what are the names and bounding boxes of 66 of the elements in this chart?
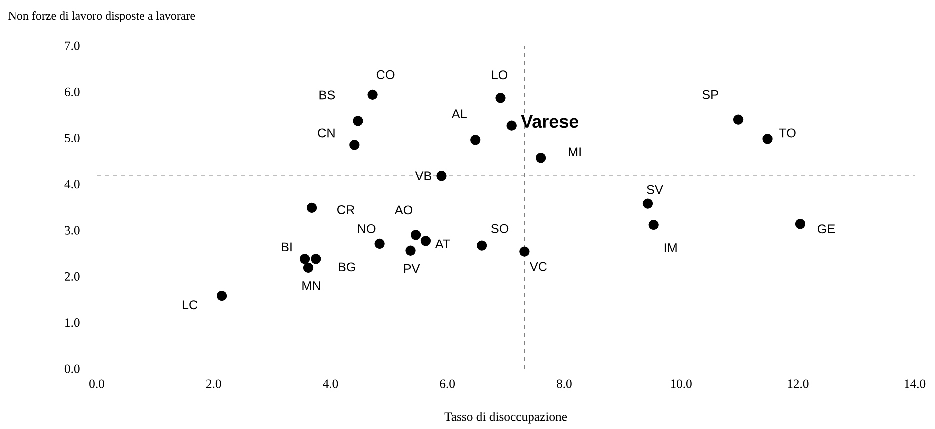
- point: [303, 262, 314, 274]
- x-tick-label: 0.0: [90, 380, 104, 388]
- annotation: VC: [530, 262, 548, 272]
- y-tick-label: 7.0: [65, 42, 80, 50]
- point: [306, 202, 318, 214]
- annotation: MN: [302, 282, 320, 290]
- point: [762, 134, 773, 144]
- annotation: LC: [182, 300, 198, 310]
- x-tick-label: 4.0: [323, 380, 338, 388]
- annotation: IM: [664, 244, 677, 252]
- point: [368, 90, 378, 100]
- annotation: AO: [394, 206, 413, 215]
- point: [476, 240, 488, 251]
- x-tick-label: 12.0: [788, 380, 809, 388]
- annotation: BS: [320, 90, 336, 100]
- point: [496, 93, 506, 104]
- point: [506, 120, 517, 131]
- point: [311, 254, 322, 264]
- point: [795, 219, 806, 230]
- x-tick-label: 14.0: [905, 380, 926, 388]
- annotation: CR: [338, 205, 355, 214]
- y-tick-label: 1.0: [66, 318, 80, 328]
- point: [642, 198, 654, 209]
- annotation: MI: [569, 148, 581, 156]
- point: [520, 246, 530, 257]
- annotation: NO: [358, 224, 376, 234]
- annotation: SV: [647, 185, 664, 194]
- y-tick-label: 4.0: [64, 180, 80, 189]
- point: [350, 140, 360, 150]
- point: [420, 236, 432, 246]
- x-tick-label: 10.0: [671, 380, 692, 388]
- point: [216, 291, 228, 302]
- y-axis-title: Non forze di lavoro disposte a lavorare: [8, 11, 196, 22]
- annotation: BG: [339, 262, 356, 272]
- annotation: SO: [491, 224, 509, 234]
- x-tick-label: 6.0: [440, 380, 456, 388]
- point: [470, 135, 481, 146]
- point: [353, 116, 364, 126]
- annotation: TO: [779, 128, 796, 138]
- x-tick-label: 8.0: [557, 380, 572, 388]
- annotation: AL: [452, 110, 467, 118]
- point: [536, 153, 546, 164]
- y-tick-label: 6.0: [65, 88, 80, 96]
- x-axis-title: Tasso di disoccupazione: [444, 412, 568, 424]
- annotation: CN: [318, 128, 335, 138]
- point: [374, 238, 385, 250]
- annotation: PV: [404, 264, 420, 274]
- point: [300, 254, 310, 264]
- y-tick-label: 2.0: [65, 272, 80, 282]
- annotation: Varese: [521, 116, 579, 128]
- annotation: CO: [376, 70, 395, 80]
- point: [436, 171, 447, 182]
- point: [406, 246, 416, 256]
- annotation: LO: [492, 70, 508, 80]
- y-tick-label: 0.0: [64, 364, 80, 374]
- annotation: SP: [702, 90, 718, 100]
- point: [733, 114, 744, 125]
- point: [648, 220, 659, 230]
- x-tick-label: 2.0: [206, 380, 222, 388]
- annotation: VB: [415, 172, 432, 180]
- y-tick-label: 5.0: [65, 134, 80, 143]
- annotation: GE: [818, 224, 836, 234]
- annotation: AT: [435, 240, 450, 249]
- y-tick-label: 3.0: [65, 226, 80, 235]
- annotation: BI: [282, 242, 292, 252]
- point: [410, 230, 422, 240]
